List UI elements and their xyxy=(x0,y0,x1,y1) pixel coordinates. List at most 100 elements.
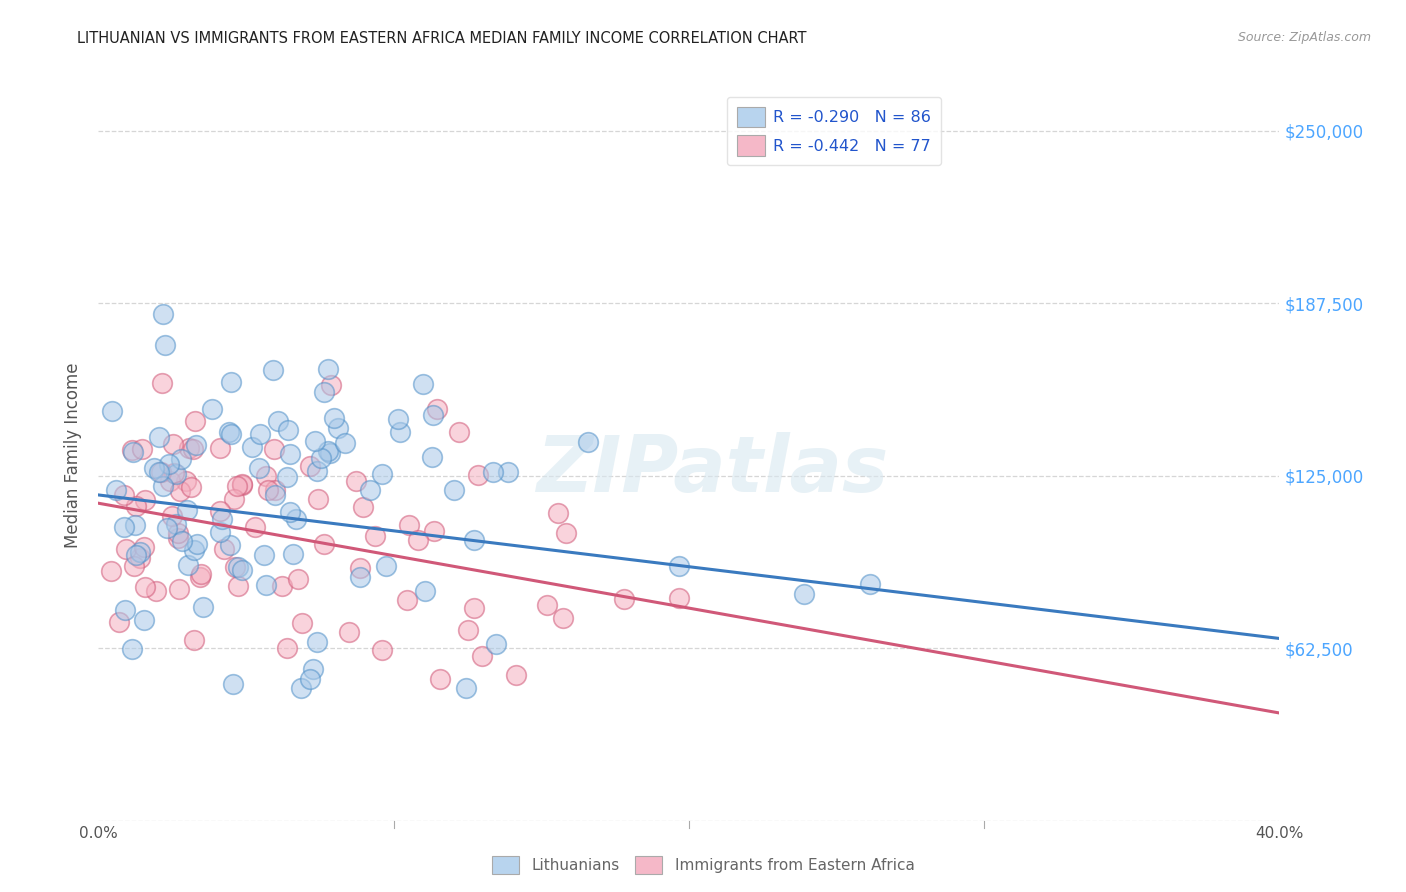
Point xyxy=(134,493,156,508)
Point xyxy=(302,662,325,676)
Y-axis label: Median Family Income: Median Family Income xyxy=(65,362,83,548)
Point xyxy=(162,437,184,451)
Point xyxy=(114,541,136,556)
Point xyxy=(105,483,128,497)
Point xyxy=(224,560,246,574)
Point xyxy=(226,478,249,492)
Point xyxy=(299,672,322,686)
Point xyxy=(184,414,207,428)
Point xyxy=(177,558,200,572)
Point xyxy=(193,599,215,614)
Point xyxy=(231,477,253,491)
Point xyxy=(122,559,145,574)
Point xyxy=(454,681,477,695)
Point xyxy=(165,517,187,532)
Point xyxy=(859,577,882,591)
Point xyxy=(305,464,328,478)
Point xyxy=(122,445,145,459)
Point xyxy=(505,668,527,682)
Point xyxy=(152,479,174,493)
Point xyxy=(152,376,174,390)
Point xyxy=(349,570,371,584)
Point xyxy=(170,452,193,467)
Point xyxy=(498,465,520,479)
Point xyxy=(485,637,508,651)
Point xyxy=(263,442,285,457)
Point xyxy=(253,548,276,562)
Point xyxy=(162,508,184,523)
Point xyxy=(305,634,328,648)
Text: ZIPatlas: ZIPatlas xyxy=(537,432,889,508)
Point xyxy=(398,518,420,533)
Point xyxy=(363,529,385,543)
Point xyxy=(247,461,270,475)
Point xyxy=(101,404,124,418)
Point xyxy=(263,488,285,502)
Point xyxy=(262,362,284,376)
Point xyxy=(278,447,301,461)
Point xyxy=(370,467,392,482)
Point xyxy=(370,643,392,657)
Point xyxy=(304,434,326,448)
Point xyxy=(148,466,170,480)
Point xyxy=(309,451,332,466)
Point xyxy=(387,411,409,425)
Point xyxy=(201,402,224,417)
Point xyxy=(307,491,329,506)
Point xyxy=(426,401,449,416)
Point xyxy=(467,467,489,482)
Point xyxy=(249,426,271,441)
Point xyxy=(344,474,367,488)
Point xyxy=(131,442,153,456)
Point xyxy=(271,579,294,593)
Point xyxy=(145,584,167,599)
Point xyxy=(186,537,208,551)
Point xyxy=(316,443,339,458)
Point xyxy=(148,430,170,444)
Point xyxy=(291,616,314,631)
Point xyxy=(319,377,342,392)
Point xyxy=(482,465,505,479)
Point xyxy=(149,465,172,479)
Point xyxy=(457,623,479,637)
Point xyxy=(314,385,336,400)
Point xyxy=(124,517,146,532)
Point xyxy=(177,442,200,456)
Point xyxy=(228,579,250,593)
Legend: Lithuanians, Immigrants from Eastern Africa: Lithuanians, Immigrants from Eastern Afr… xyxy=(485,850,921,880)
Point xyxy=(222,492,245,507)
Point xyxy=(290,681,312,696)
Point xyxy=(121,443,143,458)
Point xyxy=(359,483,381,497)
Point xyxy=(443,483,465,497)
Point xyxy=(142,461,165,475)
Point xyxy=(551,611,574,625)
Point xyxy=(176,502,198,516)
Point xyxy=(125,499,148,513)
Point xyxy=(287,573,309,587)
Point xyxy=(668,591,690,605)
Point xyxy=(219,538,242,552)
Point xyxy=(218,425,240,439)
Point xyxy=(240,440,263,454)
Point xyxy=(114,603,136,617)
Point xyxy=(536,598,558,612)
Point xyxy=(276,470,298,484)
Point xyxy=(231,478,253,492)
Point xyxy=(134,540,156,554)
Point xyxy=(276,640,298,655)
Point xyxy=(180,480,202,494)
Point xyxy=(222,677,245,691)
Point xyxy=(208,504,231,518)
Point xyxy=(159,474,181,488)
Point xyxy=(333,436,356,450)
Point xyxy=(163,466,186,480)
Point xyxy=(263,483,285,497)
Point xyxy=(167,582,190,596)
Point xyxy=(152,307,174,321)
Point xyxy=(349,561,371,575)
Point xyxy=(278,505,301,519)
Point xyxy=(257,483,280,497)
Point xyxy=(134,580,156,594)
Point xyxy=(125,548,148,562)
